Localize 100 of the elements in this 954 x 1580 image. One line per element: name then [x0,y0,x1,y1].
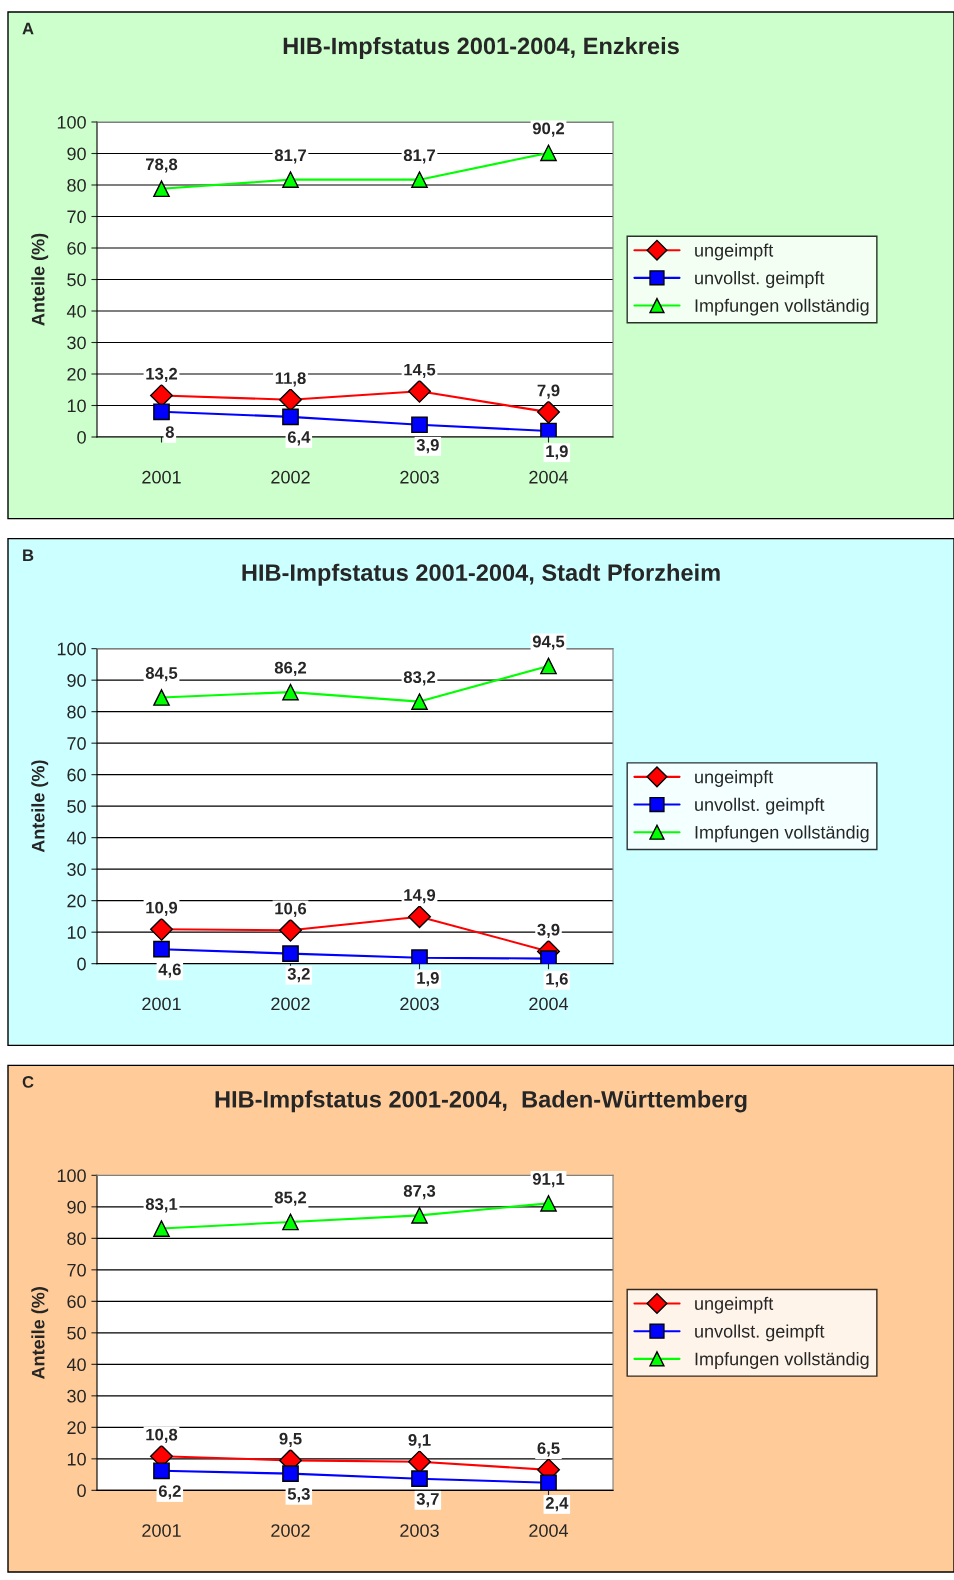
y-tick-label: 20 [67,1421,86,1435]
point [537,400,560,424]
point [153,689,170,706]
text: A [22,22,34,35]
data-label: 3,2 [287,967,310,983]
y-tick-label: 70 [67,1263,86,1277]
point [408,905,431,929]
y-tick-label: 60 [67,1295,86,1309]
y-tick-label: 10 [67,1452,86,1466]
point [411,1207,428,1224]
y-tick-label: 40 [66,1358,86,1372]
data-label: 7,9 [537,384,560,399]
y-tick-label: 0 [77,1484,86,1498]
x-tick-label: 2003 [400,470,439,484]
x-tick-label: 2003 [400,1524,439,1537]
legend-label: ungeimpft [695,770,774,787]
y-tick-label: 30 [67,863,86,876]
data-label: 10,8 [146,1428,178,1443]
chart-title: HIB-Impfstatus 2001-2004, Baden-Württemberg [215,1090,747,1113]
legend-label: unvollst. geimpft [695,797,825,815]
legend-label: Impfungen vollständig [695,298,869,316]
y-tick-label: 50 [67,273,86,287]
y-tick-label: 30 [67,336,86,350]
text: C [22,1076,34,1088]
x-tick-label: 2001 [142,1524,181,1537]
data-label: 10,9 [146,901,178,916]
y-tick-label: 70 [67,210,86,224]
y-tick-label: 20 [67,367,86,381]
x-tick-label: 2001 [142,470,181,484]
data-label: 94,5 [532,635,565,650]
y-tick-label: 30 [67,1389,86,1403]
data-label: 6,2 [158,1485,181,1500]
point [282,171,299,188]
y-tick-label: 0 [77,957,86,971]
point [540,950,557,964]
data-label: 9,1 [408,1434,431,1449]
x-tick-label: 2002 [271,470,310,484]
data-label: 84,5 [145,667,178,682]
y-tick-label: 20 [67,894,86,908]
data-label: 2,4 [545,1497,569,1512]
point [411,949,428,964]
y-axis-title: Anteile (%) [31,233,49,326]
point [540,422,557,437]
data-label: 83,2 [403,671,436,686]
x-tick-label: 2004 [529,997,569,1011]
y-axis-title: Anteile (%) [31,760,49,853]
data-label: 10,6 [275,902,307,917]
data-label: 5,3 [287,1487,310,1503]
data-label: 4,6 [158,963,181,978]
data-label: 87,3 [403,1184,436,1200]
point [411,171,428,188]
legend-label: Impfungen vollständig [695,825,869,843]
data-label: 78,8 [146,158,178,173]
y-tick-label: 40 [66,304,86,318]
y-tick-label: 50 [67,1326,86,1340]
y-tick-label: 100 [57,1169,86,1183]
data-label: 90,2 [532,122,565,137]
point [282,408,299,426]
y-tick-label: 10 [67,399,86,413]
y-tick-label: 0 [77,430,86,444]
data-label: 3,7 [416,1493,439,1508]
legend-label: ungeimpft [695,243,774,261]
point [282,1465,299,1482]
legend-label: unvollst. geimpft [695,271,825,288]
point [279,388,302,412]
point [282,1213,299,1231]
y-tick-label: 60 [67,241,86,255]
y-tick-label: 50 [67,800,86,813]
x-tick-label: 2004 [529,470,569,484]
point [279,918,302,942]
data-label: 1,9 [546,445,568,460]
point [153,180,170,198]
data-label: 3,9 [416,439,439,454]
point [153,403,170,421]
data-label: 91,1 [532,1172,565,1188]
data-label: 1,9 [417,972,439,987]
point [153,940,170,958]
point [408,379,431,403]
y-tick-label: 10 [67,926,86,939]
point [540,657,557,675]
y-tick-label: 100 [57,115,86,129]
y-axis-title: Anteile (%) [31,1287,49,1380]
x-tick-label: 2001 [142,997,181,1011]
data-label: 14,9 [404,889,436,904]
data-label: 14,5 [404,363,436,378]
data-label: 81,7 [274,149,306,164]
chart-title: HIB-Impfstatus 2001-2004, Enzkreis [283,37,679,60]
data-label: 83,1 [145,1198,178,1213]
point [540,144,557,162]
y-tick-label: 40 [66,831,86,845]
y-tick-label: 80 [67,705,86,719]
chart-title: HIB-Impfstatus 2001-2004, Stadt Pforzheim [242,563,720,586]
data-label: 9,5 [279,1432,302,1448]
y-tick-label: 80 [67,1232,86,1246]
x-tick-label: 2002 [271,997,310,1011]
data-label: 6,5 [537,1442,560,1457]
point [150,917,173,941]
data-label: 11,8 [275,372,306,387]
point [153,1220,170,1237]
point [153,1462,170,1480]
